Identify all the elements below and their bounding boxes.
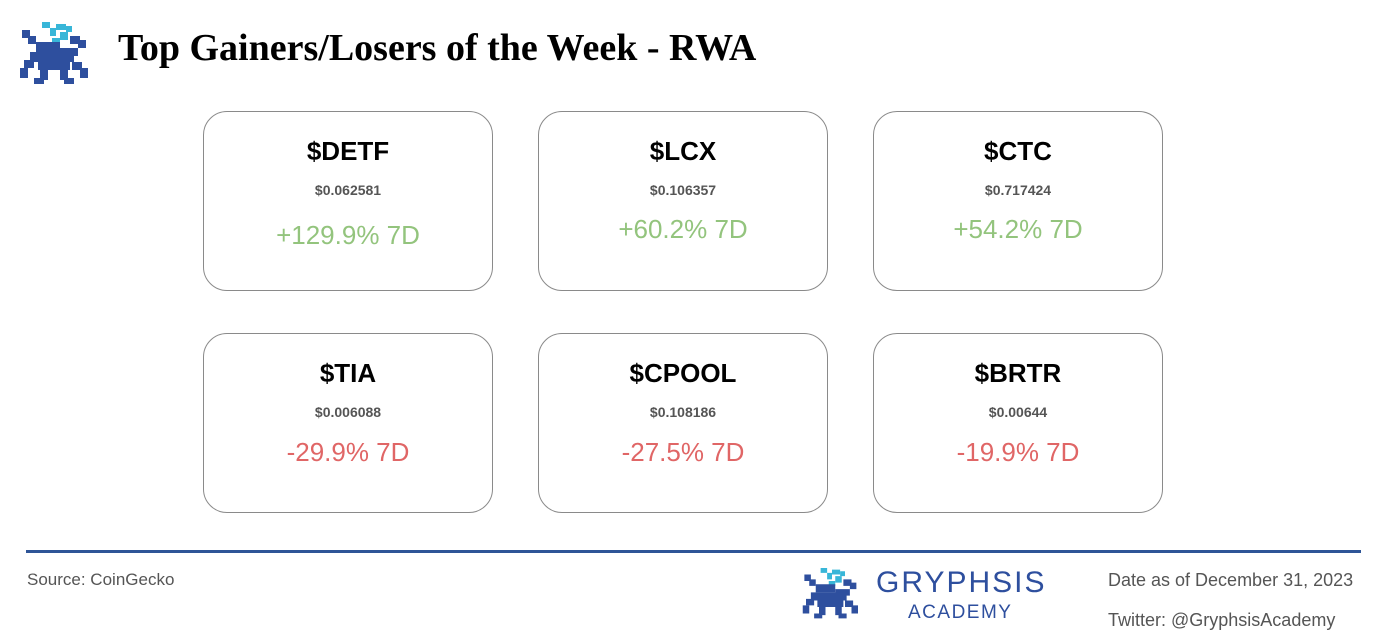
token-price: $0.108186 (649, 404, 717, 420)
token-ticker: $DETF (306, 136, 390, 166)
token-ticker: $BRTR (974, 358, 1062, 388)
brand-subtitle: ACADEMY (908, 602, 1013, 623)
token-card-lcx: $LCX $0.106357 +60.2% 7D (538, 111, 828, 291)
token-ticker: $CPOOL (629, 358, 737, 388)
gryphon-logo-icon (20, 22, 88, 84)
token-price: $0.00644 (988, 404, 1048, 420)
token-change: -29.9% 7D (286, 437, 410, 467)
token-card-brtr: $BRTR $0.00644 -19.9% 7D (873, 333, 1163, 513)
token-change: +60.2% 7D (618, 214, 748, 244)
token-change: +129.9% 7D (276, 220, 420, 250)
token-change: -19.9% 7D (956, 437, 1080, 467)
date-note: Date as of December 31, 2023 (1108, 570, 1354, 590)
token-card-detf: $DETF $0.062581 +129.9% 7D (203, 111, 493, 291)
token-ticker: $CTC (984, 136, 1052, 166)
token-card-cpool: $CPOOL $0.108186 -27.5% 7D (538, 333, 828, 513)
brand-name: GRYPHSIS (876, 566, 1047, 599)
token-price: $0.006088 (314, 404, 382, 420)
token-ticker: $LCX (649, 136, 717, 166)
token-price: $0.062581 (314, 182, 382, 198)
token-change: -27.5% 7D (621, 437, 745, 467)
token-ticker: $TIA (319, 358, 377, 388)
token-card-tia: $TIA $0.006088 -29.9% 7D (203, 333, 493, 513)
token-card-ctc: $CTC $0.717424 +54.2% 7D (873, 111, 1163, 291)
token-price: $0.717424 (984, 182, 1052, 198)
page-title: Top Gainers/Losers of the Week - RWA (118, 27, 757, 69)
token-price: $0.106357 (649, 182, 717, 198)
source-note: Source: CoinGecko (27, 570, 175, 589)
footer-divider (26, 550, 1361, 553)
token-change: +54.2% 7D (953, 214, 1083, 244)
twitter-handle: Twitter: @GryphsisAcademy (1108, 610, 1336, 630)
gryphsis-brand-logo-icon (802, 568, 858, 619)
